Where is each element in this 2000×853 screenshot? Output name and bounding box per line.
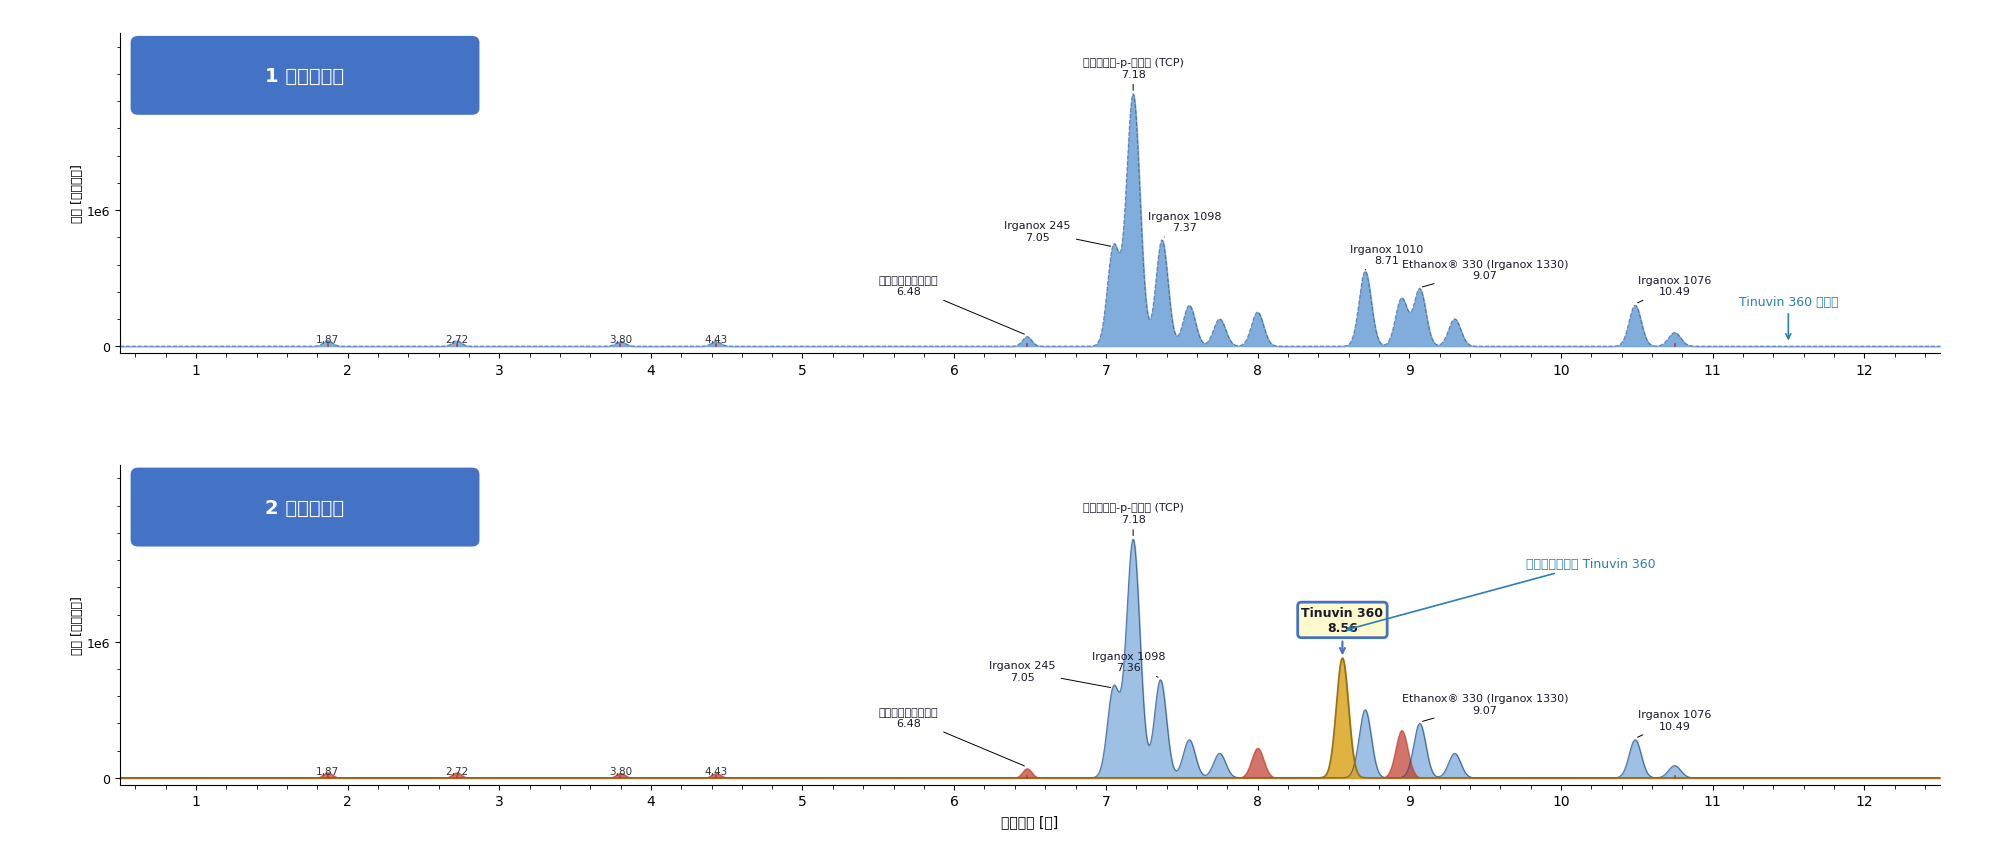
Text: Irganox 1076
10.49: Irganox 1076 10.49	[1638, 276, 1712, 304]
Text: 初回注入からの Tinuvin 360: 初回注入からの Tinuvin 360	[1346, 557, 1656, 631]
Text: 1 回目の注入: 1 回目の注入	[266, 67, 344, 86]
Text: Irganox 1010
8.71: Irganox 1010 8.71	[1350, 244, 1424, 270]
Text: 3,80: 3,80	[608, 766, 632, 776]
X-axis label: 保持時間 [分]: 保持時間 [分]	[1002, 814, 1058, 828]
Text: フタル酸ジフェニル
6.48: フタル酸ジフェニル 6.48	[878, 276, 1024, 334]
Text: Irganox 1098
7.36: Irganox 1098 7.36	[1092, 651, 1166, 677]
Text: 4,43: 4,43	[704, 335, 728, 345]
Text: Ethanox® 330 (Irganox 1330)
9.07: Ethanox® 330 (Irganox 1330) 9.07	[1402, 259, 1568, 287]
Text: リン酸トリ-p-トリル (TCP)
7.18: リン酸トリ-p-トリル (TCP) 7.18	[1082, 58, 1184, 91]
Text: フタル酸ジフェニル
6.48: フタル酸ジフェニル 6.48	[878, 707, 1024, 766]
FancyBboxPatch shape	[130, 468, 480, 547]
Y-axis label: 強度 [カウント]: 強度 [カウント]	[72, 165, 84, 223]
FancyBboxPatch shape	[130, 37, 480, 116]
Text: 2 回目の注入: 2 回目の注入	[266, 498, 344, 517]
Text: Ethanox® 330 (Irganox 1330)
9.07: Ethanox® 330 (Irganox 1330) 9.07	[1402, 693, 1568, 722]
Text: 1,87: 1,87	[316, 766, 340, 776]
Text: 2,72: 2,72	[446, 766, 468, 776]
Text: Tinuvin 360 未検出: Tinuvin 360 未検出	[1738, 296, 1838, 339]
Text: 4,43: 4,43	[704, 766, 728, 776]
Text: Irganox 245
7.05: Irganox 245 7.05	[1004, 221, 1110, 247]
Text: リン酸トリ-p-トリル (TCP)
7.18: リン酸トリ-p-トリル (TCP) 7.18	[1082, 503, 1184, 536]
Text: 2,72: 2,72	[446, 335, 468, 345]
Text: Irganox 1098
7.37: Irganox 1098 7.37	[1148, 212, 1222, 238]
Text: Irganox 1076
10.49: Irganox 1076 10.49	[1638, 710, 1712, 737]
Y-axis label: 強度 [カウント]: 強度 [カウント]	[72, 595, 84, 654]
Text: 3,80: 3,80	[608, 335, 632, 345]
Text: Irganox 245
7.05: Irganox 245 7.05	[990, 660, 1110, 688]
Text: Tinuvin 360
8.56: Tinuvin 360 8.56	[1302, 606, 1384, 653]
Text: 1,87: 1,87	[316, 335, 340, 345]
